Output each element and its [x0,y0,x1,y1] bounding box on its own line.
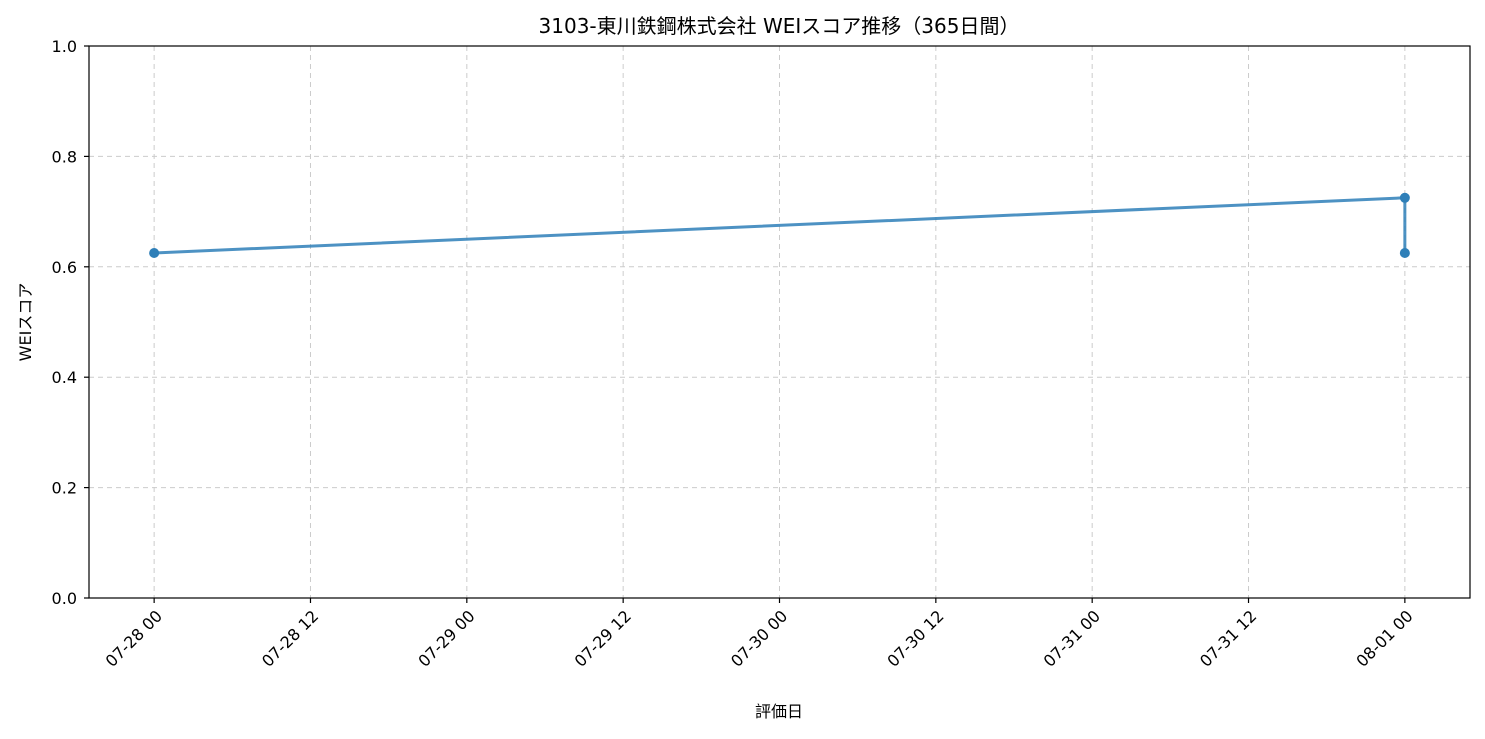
x-tick-label: 07-31 00 [1040,606,1104,670]
x-tick-label: 08-01 00 [1352,606,1416,670]
x-tick-label: 07-30 12 [883,606,947,670]
chart-title: 3103-東川鉄鋼株式会社 WEIスコア推移（365日間） [539,14,1020,38]
x-tick-label: 07-29 00 [414,606,478,670]
y-tick-label: 0.6 [52,258,77,277]
y-tick-label: 0.0 [52,589,77,608]
x-tick-label: 07-31 12 [1196,606,1260,670]
data-point [1399,248,1410,258]
x-tick-label: 07-29 12 [571,606,635,670]
x-tick-label: 07-28 00 [102,606,166,670]
y-axis: 0.0 0.2 0.4 0.6 0.8 1.0 [52,37,89,608]
x-tick-label: 07-28 12 [258,606,322,670]
data-point [1399,192,1410,203]
y-tick-label: 0.4 [52,368,77,387]
y-tick-label: 1.0 [52,37,77,56]
y-axis-label: WEIスコア [16,283,35,362]
x-tick-label: 07-30 00 [727,606,791,670]
data-point [149,248,160,258]
series-layer [149,192,1410,258]
grid-lines [89,46,1470,598]
x-axis: 07-28 00 07-28 12 07-29 00 07-29 12 07-30 00… [102,598,1417,671]
y-tick-label: 0.2 [52,479,77,498]
y-tick-label: 0.8 [52,147,77,166]
x-axis-label: 評価日 [755,702,803,721]
